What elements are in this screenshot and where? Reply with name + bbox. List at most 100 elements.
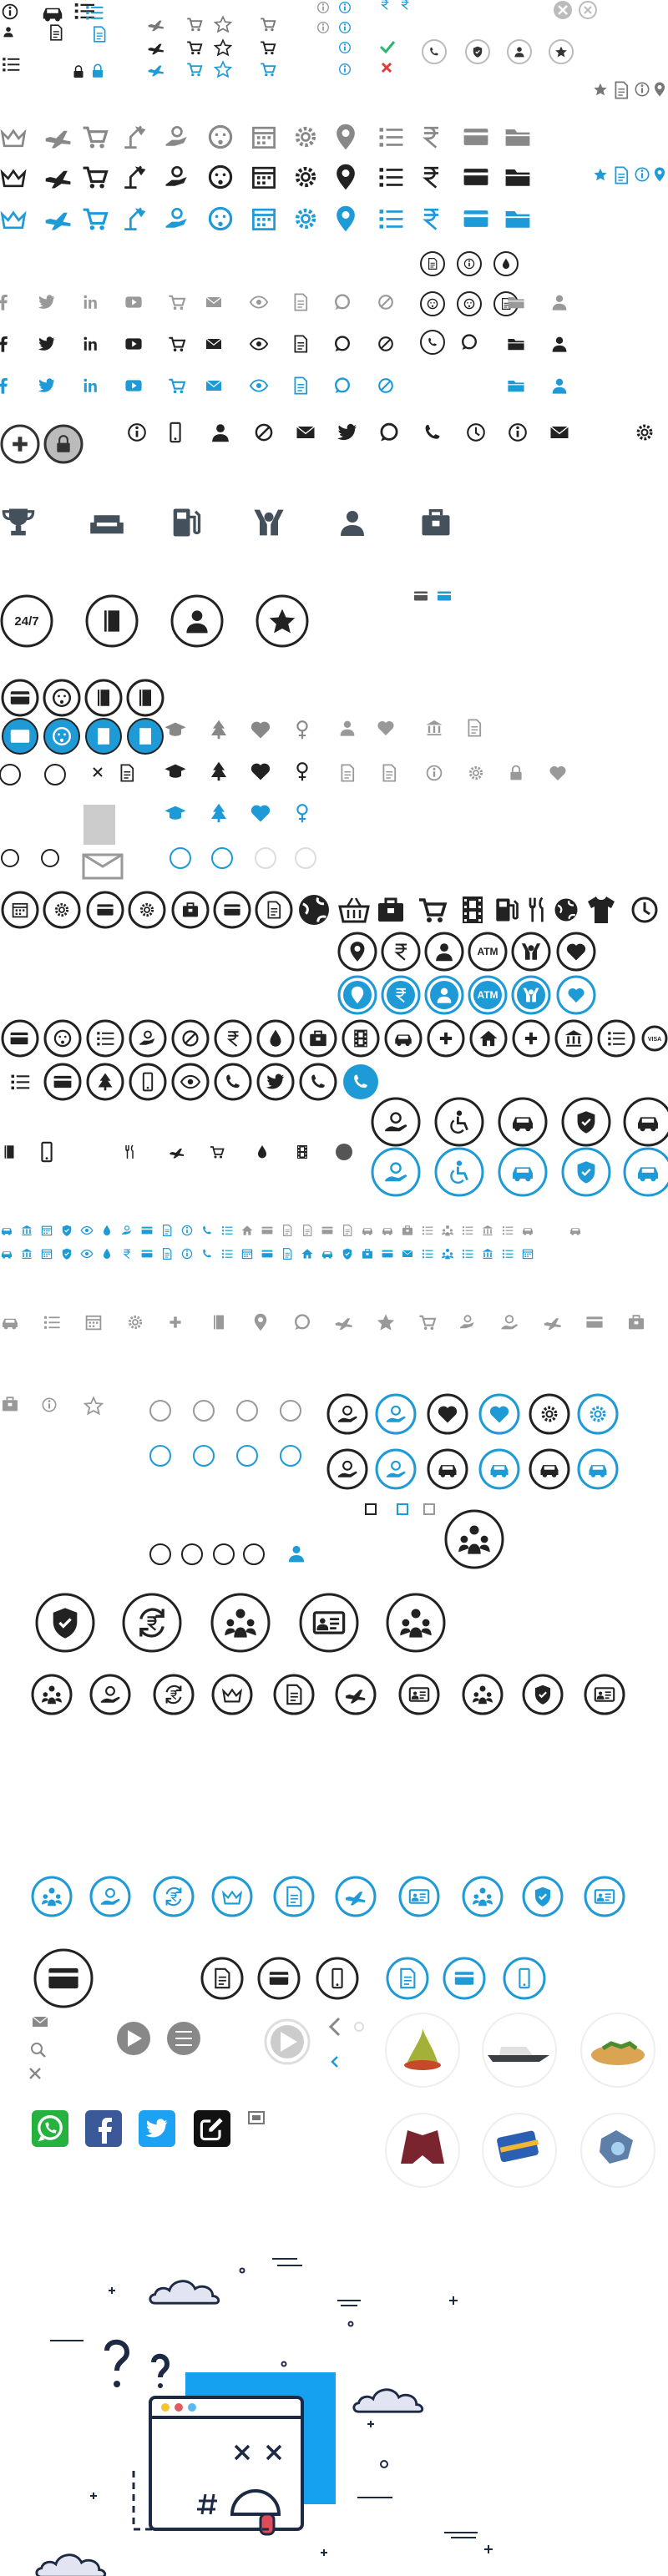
ring bbox=[420, 251, 445, 276]
hand-icon bbox=[459, 1315, 475, 1330]
path bbox=[230, 2489, 281, 2516]
plane-icon bbox=[335, 1318, 352, 1330]
ring bbox=[299, 1063, 337, 1101]
person-icon bbox=[341, 511, 364, 536]
g bbox=[2, 3, 94, 78]
phone-icon bbox=[203, 1225, 211, 1235]
clock-icon bbox=[467, 423, 485, 442]
ring bbox=[43, 891, 81, 929]
g bbox=[31, 1876, 625, 1917]
row-a-icon bbox=[3, 206, 530, 232]
ring bbox=[493, 251, 519, 276]
g bbox=[420, 251, 519, 355]
starf-icon bbox=[269, 609, 296, 634]
cal-icon bbox=[41, 1249, 53, 1260]
g bbox=[365, 1503, 435, 1515]
path bbox=[234, 2444, 282, 2461]
circle bbox=[188, 2403, 196, 2412]
person-icon bbox=[186, 610, 208, 634]
circle bbox=[236, 1400, 258, 1422]
book-icon bbox=[139, 727, 152, 745]
eye-icon bbox=[180, 1074, 201, 1089]
gear-icon bbox=[128, 1315, 143, 1330]
circle bbox=[43, 718, 80, 755]
pin-icon bbox=[350, 942, 365, 962]
g bbox=[11, 1063, 337, 1101]
list-icon bbox=[3, 58, 20, 72]
row-b-icon bbox=[0, 336, 566, 351]
cal-icon bbox=[241, 1249, 253, 1260]
badge-text: 24/7 bbox=[14, 614, 38, 629]
list-icon bbox=[503, 1226, 514, 1235]
ring bbox=[577, 1448, 619, 1490]
path bbox=[331, 2056, 338, 2068]
g bbox=[29, 2016, 48, 2079]
bag-icon bbox=[420, 509, 452, 538]
ring bbox=[299, 1593, 359, 1653]
card-icon bbox=[261, 1226, 273, 1235]
ring bbox=[326, 1448, 368, 1490]
info-icon bbox=[509, 423, 527, 442]
fuel-icon bbox=[494, 897, 519, 922]
person-icon bbox=[288, 1545, 305, 1563]
ring bbox=[478, 1393, 520, 1435]
rupee-icon bbox=[381, 0, 390, 10]
row-c-icon bbox=[164, 804, 306, 822]
circle bbox=[255, 847, 276, 869]
ring bbox=[337, 975, 377, 1015]
g bbox=[422, 39, 574, 64]
ring bbox=[122, 1593, 182, 1653]
ring bbox=[420, 291, 445, 316]
g bbox=[381, 0, 410, 10]
ring bbox=[468, 932, 508, 972]
rupee-icon bbox=[394, 943, 408, 961]
path bbox=[488, 2055, 549, 2062]
mail-icon bbox=[32, 2016, 48, 2028]
rupee-icon bbox=[401, 0, 410, 10]
info-icon bbox=[42, 1397, 57, 1412]
money-icon bbox=[385, 1405, 407, 1423]
heart-icon bbox=[438, 1406, 458, 1423]
starf-icon bbox=[594, 168, 607, 181]
info-icon bbox=[635, 82, 650, 97]
card-icon bbox=[269, 1972, 289, 1985]
glyph-16-icon bbox=[11, 1030, 625, 1048]
card-icon bbox=[141, 1226, 153, 1235]
ring bbox=[420, 330, 445, 355]
g bbox=[1, 849, 59, 867]
g bbox=[128, 422, 653, 443]
cal-icon bbox=[522, 1249, 534, 1260]
car-icon bbox=[2, 1251, 12, 1259]
ring bbox=[85, 594, 139, 648]
circle bbox=[336, 1144, 352, 1160]
trophy-icon bbox=[2, 507, 35, 538]
path bbox=[379, 41, 396, 54]
cart-icon bbox=[418, 1315, 437, 1331]
circle bbox=[517, 981, 545, 1009]
card-icon bbox=[53, 1075, 72, 1088]
path bbox=[584, 6, 592, 14]
film-icon bbox=[297, 1145, 307, 1159]
home-icon bbox=[241, 1225, 253, 1235]
car-icon bbox=[570, 1228, 580, 1235]
doc-icon bbox=[468, 719, 482, 737]
doc-icon bbox=[343, 1224, 352, 1237]
card-icon bbox=[261, 1250, 273, 1258]
car-icon bbox=[3, 1318, 18, 1330]
g bbox=[2, 507, 452, 538]
star-icon bbox=[214, 61, 232, 78]
info-icon bbox=[128, 423, 146, 442]
ring bbox=[171, 1063, 210, 1101]
ring bbox=[468, 975, 508, 1015]
car-icon bbox=[2, 1228, 12, 1235]
card-icon bbox=[224, 904, 240, 916]
ring bbox=[375, 1448, 417, 1490]
ring bbox=[43, 679, 81, 717]
cal-icon bbox=[41, 1225, 53, 1236]
tree-icon bbox=[98, 1073, 113, 1091]
ring bbox=[427, 1393, 468, 1435]
ring bbox=[444, 1509, 504, 1569]
big5-icon bbox=[372, 1099, 668, 1145]
